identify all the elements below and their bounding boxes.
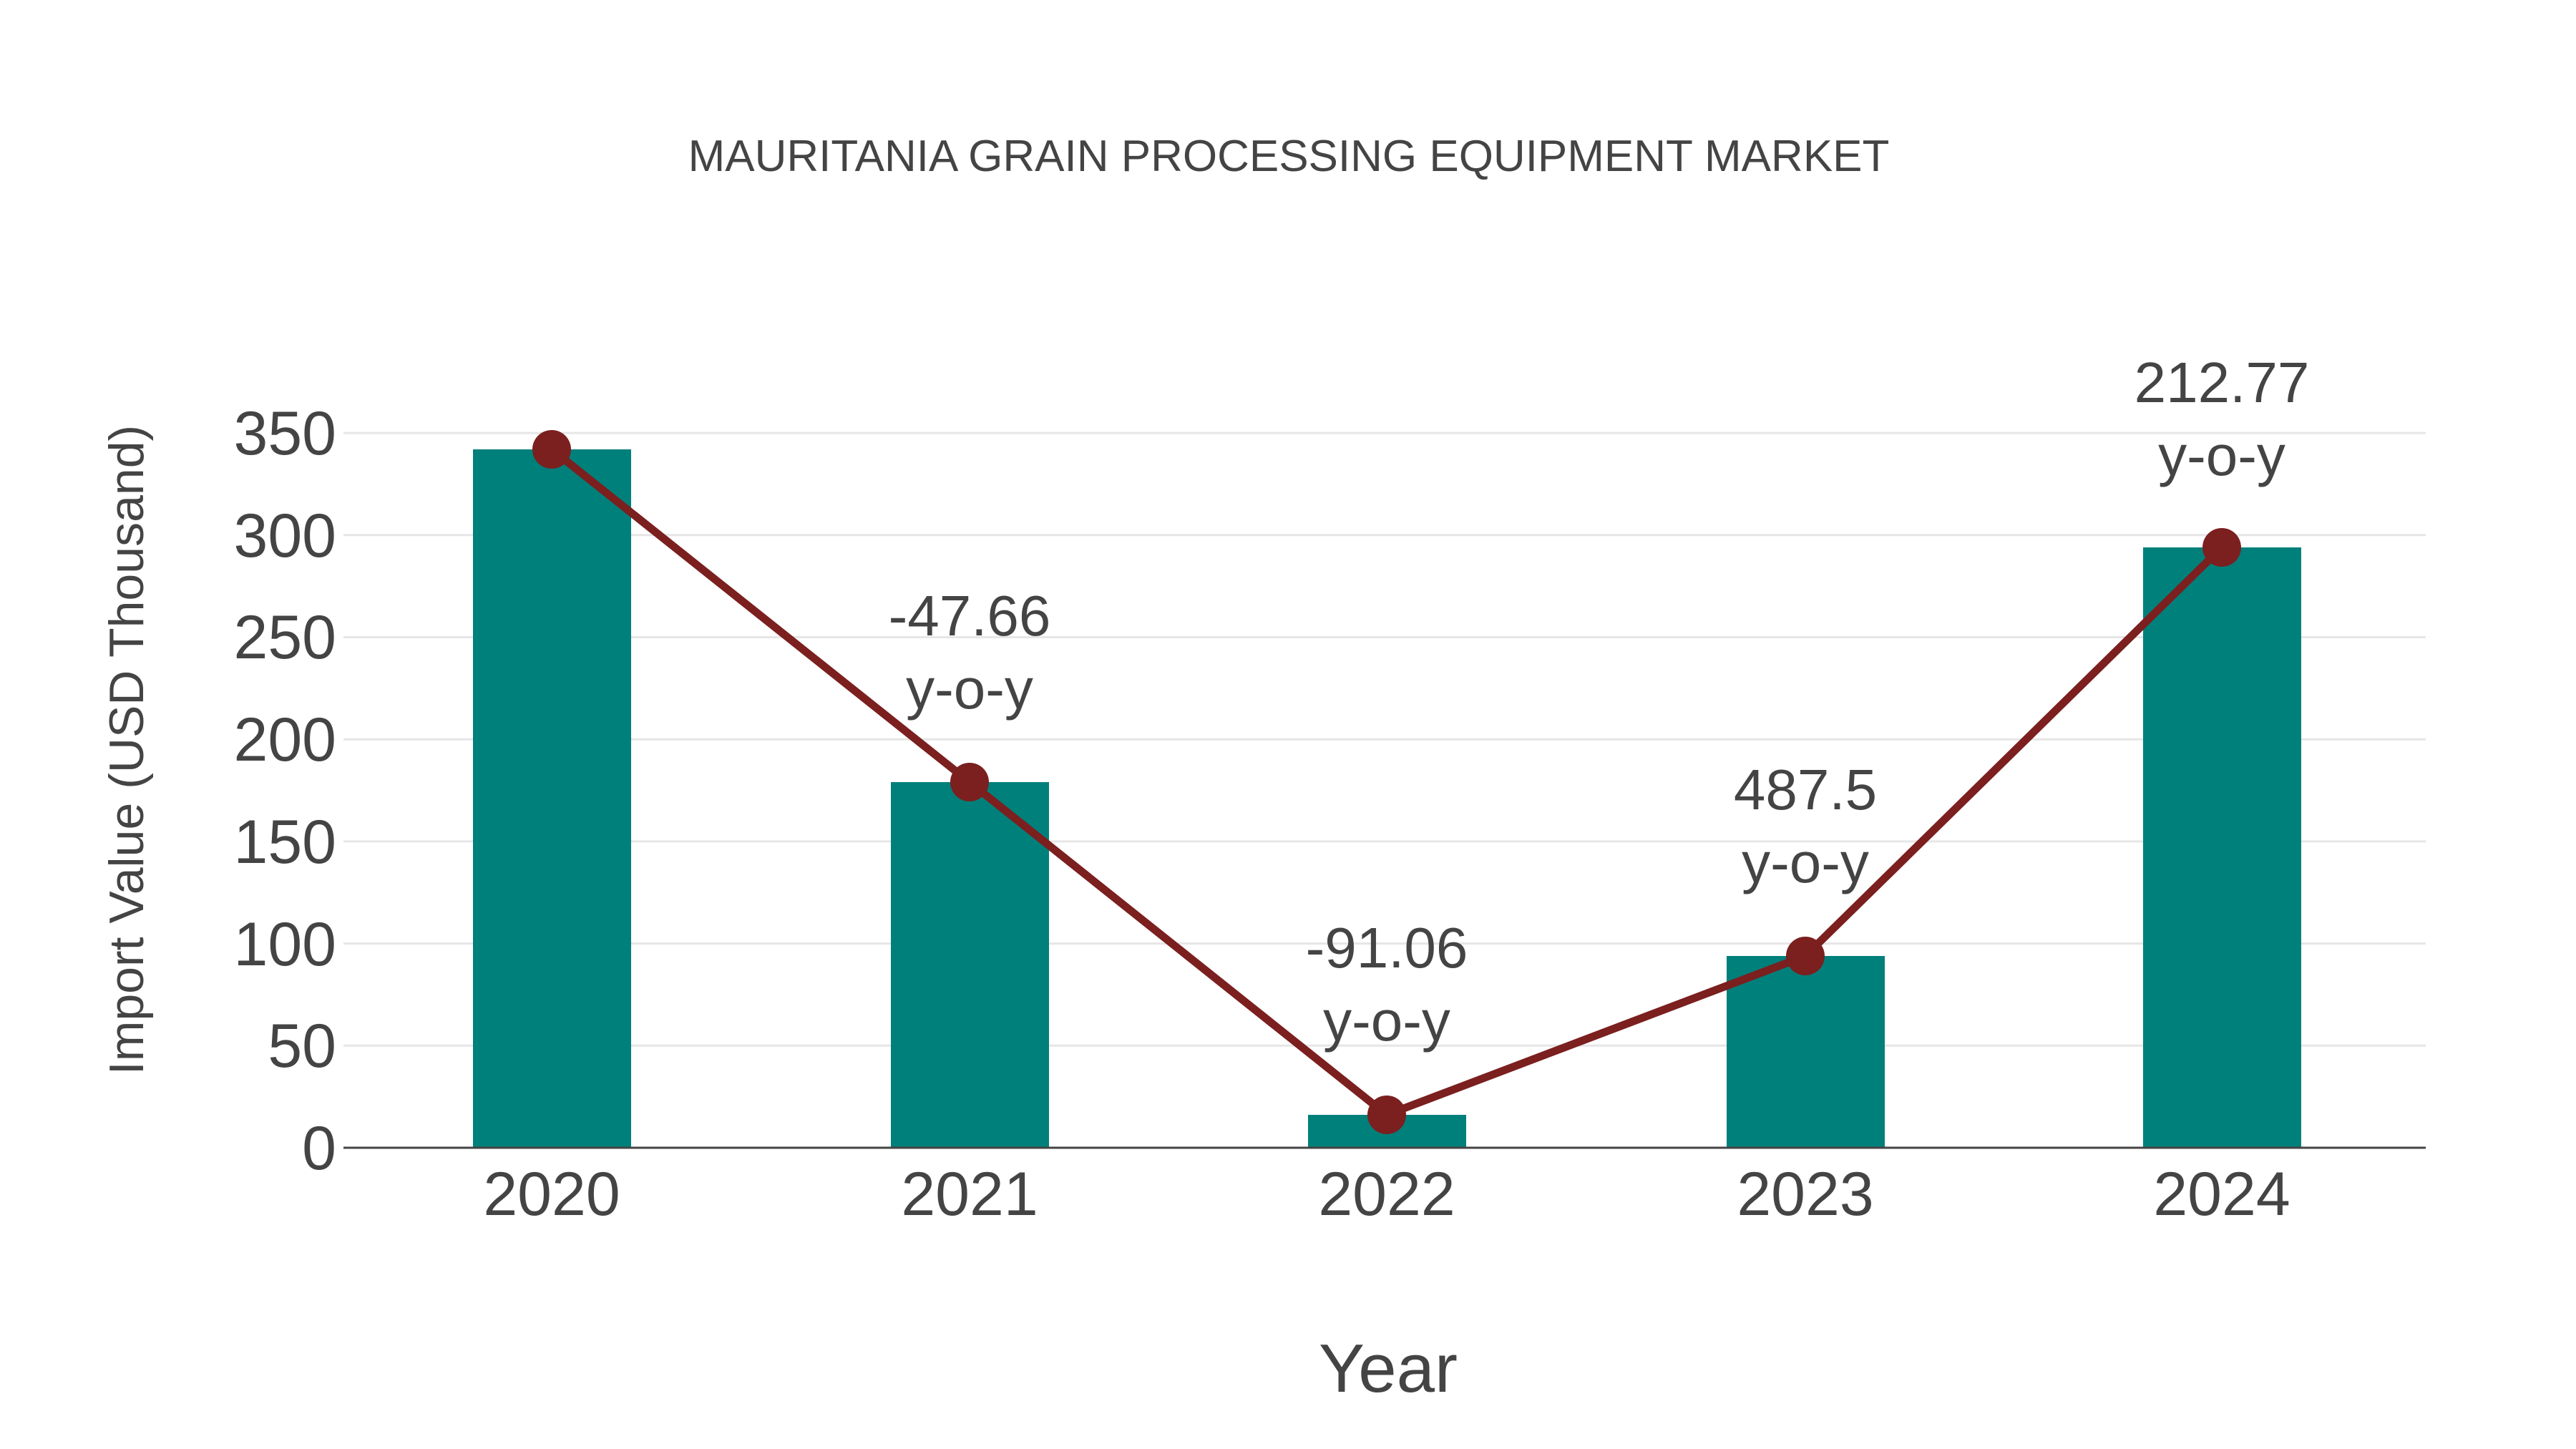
bar-2024 xyxy=(2143,547,2301,1148)
annotations: -47.66 y-o-y -91.06 y-o-y 487.5 y-o-y 21… xyxy=(889,351,2310,1053)
bars xyxy=(473,449,2301,1148)
gridlines xyxy=(343,431,2426,1047)
line-marker xyxy=(1367,1096,1406,1134)
trend-line xyxy=(532,430,2241,1134)
chart-title: MAURITANIA GRAIN PROCESSING EQUIPMENT MA… xyxy=(688,132,1890,181)
yoy-value: 487.5 xyxy=(1734,758,1877,821)
y-tick: 300 xyxy=(234,502,337,570)
x-tick: 2020 xyxy=(483,1160,620,1229)
x-axis-title: Year xyxy=(1319,1330,1458,1407)
x-tick: 2024 xyxy=(2153,1160,2290,1229)
y-tick: 100 xyxy=(234,910,337,979)
line-marker xyxy=(2202,528,2241,567)
yoy-suffix: y-o-y xyxy=(1742,831,1869,894)
y-tick: 350 xyxy=(234,399,337,468)
yoy-value: -47.66 xyxy=(889,584,1051,648)
yoy-value: 212.77 xyxy=(2135,351,2310,414)
y-axis-ticks: 0 50 100 150 200 250 300 350 xyxy=(234,399,337,1183)
yoy-suffix: y-o-y xyxy=(2158,424,2285,487)
bar-2023 xyxy=(1727,956,1885,1148)
bar-2021 xyxy=(891,782,1049,1148)
yoy-suffix: y-o-y xyxy=(906,657,1033,721)
y-axis-title: Import Value (USD Thousand) xyxy=(99,425,154,1075)
yoy-value: -91.06 xyxy=(1306,916,1468,980)
y-tick: 200 xyxy=(234,706,337,774)
yoy-suffix: y-o-y xyxy=(1323,989,1450,1053)
x-tick: 2022 xyxy=(1318,1160,1455,1229)
bar-2020 xyxy=(473,449,631,1148)
y-tick: 50 xyxy=(268,1012,336,1080)
x-axis-ticks: 2020 2021 2022 2023 2024 xyxy=(483,1160,2290,1229)
line-marker xyxy=(950,763,989,801)
line-marker xyxy=(1786,937,1825,975)
y-tick: 150 xyxy=(234,808,337,877)
y-tick: 0 xyxy=(302,1114,336,1183)
x-tick: 2023 xyxy=(1737,1160,1873,1229)
y-tick: 250 xyxy=(234,603,337,672)
line-marker xyxy=(532,430,571,469)
x-tick: 2021 xyxy=(901,1160,1038,1229)
